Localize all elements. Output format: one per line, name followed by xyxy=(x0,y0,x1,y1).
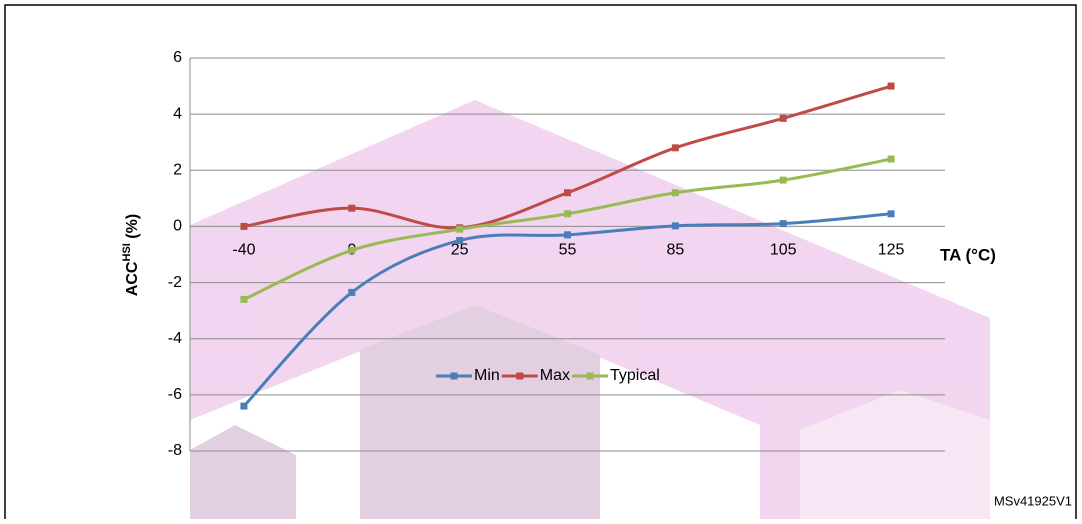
point-marker xyxy=(456,225,464,233)
y-tick-label: -8 xyxy=(168,442,182,459)
y-tick-label: -6 xyxy=(168,386,182,403)
watermark xyxy=(190,100,990,519)
point-marker xyxy=(887,155,895,163)
y-tick-label: -4 xyxy=(168,330,182,347)
point-marker xyxy=(671,222,679,230)
point-marker xyxy=(240,222,248,230)
point-marker xyxy=(564,189,571,197)
point-marker xyxy=(348,288,356,296)
watermark-shape xyxy=(360,305,600,519)
point-marker xyxy=(779,176,787,184)
x-tick-label: 85 xyxy=(666,242,684,259)
legend-marker xyxy=(586,372,594,380)
y-tick-label: 4 xyxy=(173,105,182,122)
x-tick-label: 25 xyxy=(451,242,469,259)
point-marker xyxy=(564,210,571,218)
y-tick-label: 2 xyxy=(173,162,182,179)
legend-label: Max xyxy=(540,367,570,384)
point-marker xyxy=(240,295,248,303)
legend-marker xyxy=(516,372,524,380)
point-marker xyxy=(671,144,679,152)
y-axis-label: ACCHSI (%) xyxy=(121,214,141,296)
y-tick-label: -2 xyxy=(168,274,182,291)
point-marker xyxy=(779,114,787,122)
y-label-unit: (%) xyxy=(124,214,141,243)
point-marker xyxy=(564,231,571,239)
footnote: MSv41925V1 xyxy=(994,493,1072,508)
point-marker xyxy=(456,236,464,244)
point-marker xyxy=(887,210,895,218)
point-marker xyxy=(240,402,248,410)
x-tick-label: -40 xyxy=(232,242,255,259)
watermark-shape xyxy=(190,425,296,519)
frame xyxy=(4,4,1077,519)
x-tick-label: 125 xyxy=(878,242,905,259)
y-tick-label: 0 xyxy=(173,218,182,235)
point-marker xyxy=(348,204,356,212)
point-marker xyxy=(348,246,356,254)
x-tick-label: 55 xyxy=(559,242,577,259)
legend-label: Typical xyxy=(610,367,660,384)
y-tick-label: 6 xyxy=(173,49,182,66)
point-marker xyxy=(887,82,895,90)
watermark-shape xyxy=(800,390,990,519)
point-marker xyxy=(779,220,787,228)
legend-label: Min xyxy=(474,367,500,384)
watermark-shape xyxy=(190,100,990,519)
x-tick-label: 105 xyxy=(770,242,797,259)
x-axis-label: TA (°C) xyxy=(940,245,996,264)
point-marker xyxy=(671,189,679,197)
y-label-sup: HSI xyxy=(121,243,133,261)
y-label-main: ACC xyxy=(124,261,141,296)
legend-marker xyxy=(450,372,458,380)
